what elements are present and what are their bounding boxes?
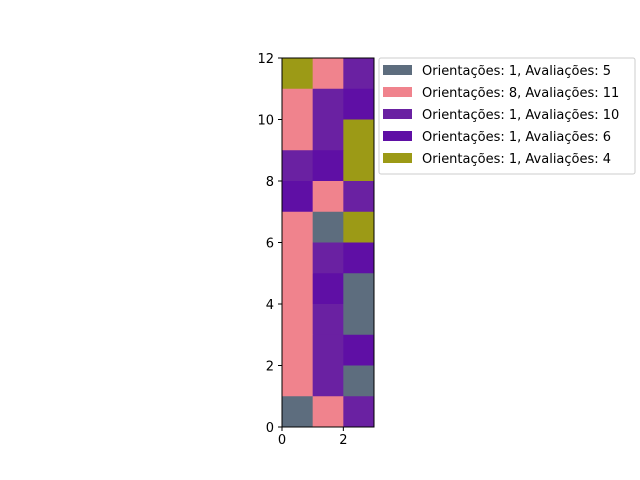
heatmap-cell xyxy=(343,150,375,182)
legend-label: Orientações: 1, Avaliações: 5 xyxy=(422,64,611,79)
heatmap-cell xyxy=(282,365,314,397)
heatmap-cell xyxy=(343,88,375,120)
heatmap-cell xyxy=(282,150,314,182)
heatmap-cell xyxy=(312,211,344,243)
heatmap-cell xyxy=(343,211,375,243)
heatmap-cell xyxy=(343,396,375,428)
heatmap-cell xyxy=(343,365,375,397)
heatmap-cell xyxy=(282,273,314,305)
heatmap-cell xyxy=(282,396,314,428)
x-tick-label: 2 xyxy=(339,433,347,448)
heatmap-cell xyxy=(343,181,375,213)
heatmap-cell xyxy=(312,119,344,151)
legend-swatch xyxy=(383,131,412,141)
heatmap-cell xyxy=(343,58,375,90)
heatmap-cell xyxy=(312,273,344,305)
heatmap-cell xyxy=(312,396,344,428)
heatmap-cell xyxy=(343,304,375,336)
heatmap-cell xyxy=(312,58,344,90)
legend-swatch xyxy=(383,153,412,163)
heatmap-cell xyxy=(312,304,344,336)
heatmap-cell xyxy=(343,273,375,305)
y-axis: 0 2 4 6 8 10 12 xyxy=(257,52,282,436)
legend-box xyxy=(378,57,636,175)
heatmap-cell xyxy=(282,211,314,243)
heatmap-cell xyxy=(343,119,375,151)
legend-label: Orientações: 1, Avaliações: 4 xyxy=(422,152,611,167)
heatmap-cell xyxy=(282,58,314,90)
y-tick-label: 12 xyxy=(257,52,274,67)
heatmap-cell xyxy=(312,181,344,213)
heatmap-cell xyxy=(312,150,344,182)
y-tick-label: 10 xyxy=(257,114,274,129)
heatmap-cell xyxy=(282,181,314,213)
x-tick-label: 0 xyxy=(278,433,286,448)
heatmap-cell xyxy=(312,365,344,397)
heatmap-cell xyxy=(312,242,344,274)
y-tick-label: 0 xyxy=(266,421,274,436)
heatmap-cell xyxy=(282,88,314,120)
heatmap-cell xyxy=(282,334,314,366)
heatmap-cell xyxy=(282,119,314,151)
heatmap-cells xyxy=(282,58,375,428)
y-tick-label: 8 xyxy=(266,175,274,190)
legend-swatch xyxy=(383,87,412,97)
y-tick-label: 6 xyxy=(266,237,274,252)
legend-label: Orientações: 1, Avaliações: 10 xyxy=(422,108,619,123)
legend-label: Orientações: 1, Avaliações: 6 xyxy=(422,130,611,145)
legend-swatch xyxy=(383,65,412,75)
y-tick-label: 2 xyxy=(266,360,274,375)
heatmap-cell xyxy=(282,304,314,336)
heatmap-cell xyxy=(312,334,344,366)
heatmap-cell xyxy=(282,242,314,274)
heatmap-cell xyxy=(343,242,375,274)
legend-label: Orientações: 8, Avaliações: 11 xyxy=(422,86,619,101)
legend-swatch xyxy=(383,109,412,119)
y-tick-label: 4 xyxy=(266,298,274,313)
heatmap-cell xyxy=(312,88,344,120)
heatmap-cell xyxy=(343,334,375,366)
legend: Orientações: 1, Avaliações: 5 Orientações… xyxy=(378,57,636,175)
